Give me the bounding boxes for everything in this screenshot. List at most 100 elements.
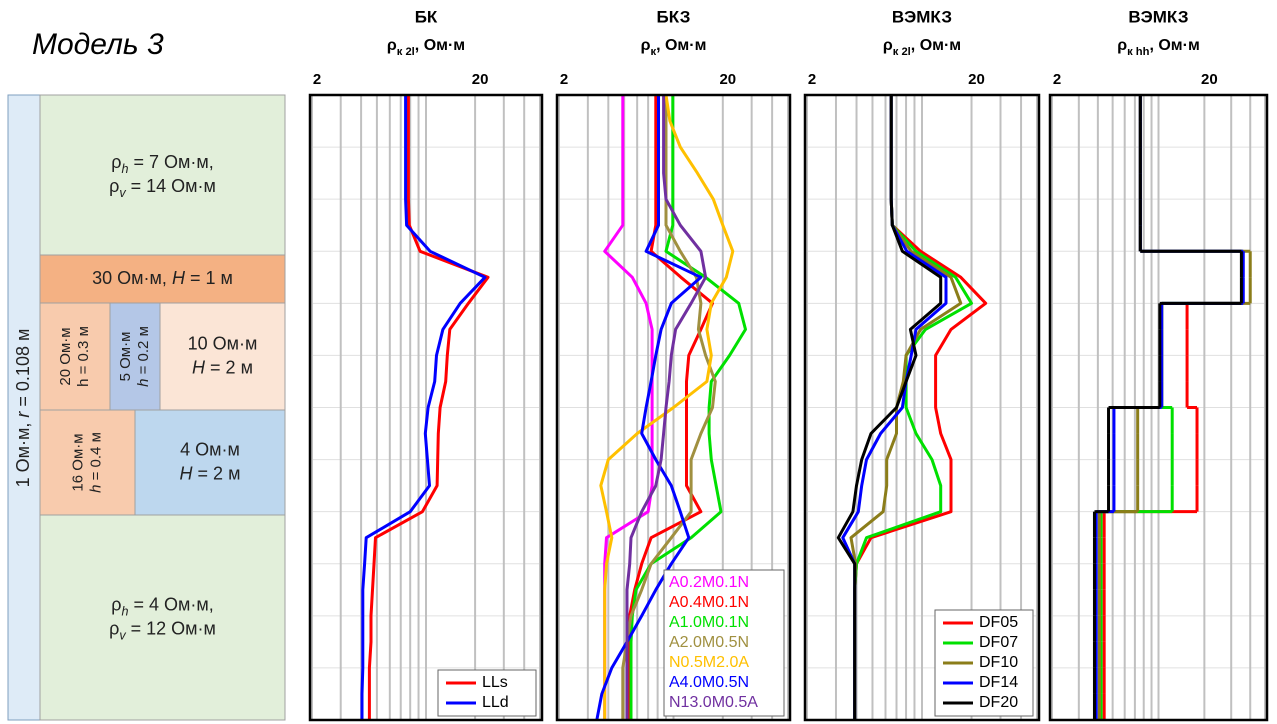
text-segment: h = 0.3 м: [75, 326, 92, 387]
legend-label: DF07: [979, 634, 1018, 651]
x-tick-label: 20: [1201, 71, 1218, 88]
text-segment: 1 Ом·м,: [13, 418, 33, 488]
track-frame: [308, 93, 544, 722]
text-segment: = 2 м: [193, 463, 241, 483]
x-tick-label: 2: [313, 71, 321, 88]
text-segment: ρ: [883, 37, 893, 54]
model-label: h = 0.4 м: [87, 432, 104, 493]
track-title: ВЭМКЗ: [892, 7, 952, 26]
track-frame: [803, 93, 1041, 722]
model-label: ρh = 7 Ом·м,: [111, 152, 214, 177]
text-segment: к 2l: [397, 46, 415, 58]
legend-box: [437, 669, 537, 717]
legend-label: A2.0M0.5N: [669, 634, 749, 651]
text-segment: r: [13, 411, 33, 418]
legend-label: A0.2M0.1N: [669, 574, 749, 591]
text-segment: h: [87, 485, 104, 493]
model-label: ρv = 14 Ом·м: [109, 176, 216, 201]
text-segment: = 0.4 м: [87, 432, 104, 484]
text-segment: 4 Ом·м: [180, 439, 240, 459]
x-tick-label: 2: [1053, 71, 1061, 88]
text-segment: , Ом·м: [415, 37, 465, 54]
legend-label: LLd: [482, 694, 509, 711]
model-label: ρv = 12 Ом·м: [109, 618, 216, 643]
text-segment: к 2l: [893, 46, 911, 58]
legend-label: LLs: [482, 674, 508, 691]
text-segment: ρ: [111, 152, 121, 172]
x-tick-label: 20: [719, 71, 736, 88]
model-layer: [39, 514, 286, 721]
text-segment: = 4 Ом·м,: [128, 594, 213, 614]
track-frame: [1048, 93, 1269, 722]
curve: [595, 95, 703, 721]
model-label: h = 0.3 м: [75, 326, 92, 387]
legend-label: N13.0M0.5A: [669, 694, 758, 711]
text-segment: = 0.108 м: [13, 329, 33, 412]
track-title: БКЗ: [657, 7, 691, 26]
text-segment: , Ом·м: [656, 37, 706, 54]
model-label: 5 Ом·м: [117, 332, 134, 382]
text-segment: ρ: [387, 37, 397, 54]
track-frame: [555, 93, 792, 722]
track-title: БК: [415, 7, 438, 26]
x-tick-label: 2: [560, 71, 568, 88]
text-segment: ρ: [1117, 37, 1127, 54]
text-segment: 5 Ом·м: [117, 332, 134, 382]
legend-label: A4.0M0.5N: [669, 674, 749, 691]
text-segment: = 0.2 м: [135, 326, 152, 378]
legend-label: A0.4M0.1N: [669, 594, 749, 611]
text-segment: = 12 Ом·м: [126, 618, 216, 638]
model-label: 4 Ом·м: [180, 439, 240, 459]
text-segment: v: [119, 186, 126, 200]
text-segment: v: [119, 629, 126, 643]
legend-label: DF20: [979, 694, 1018, 711]
text-segment: к: [650, 46, 656, 58]
x-tick-label: 2: [808, 71, 816, 88]
text-segment: = 7 Ом·м,: [128, 152, 213, 172]
text-segment: ρ: [109, 176, 119, 196]
x-tick-label: 20: [472, 71, 489, 88]
text-segment: 10 Ом·м: [188, 333, 258, 353]
model-label: 10 Ом·м: [188, 333, 258, 353]
text-segment: h: [121, 162, 128, 176]
x-tick-label: 20: [968, 71, 985, 88]
text-segment: к hh: [1127, 46, 1150, 58]
track-axis-label: ρк 2l, Ом·м: [883, 37, 961, 58]
text-segment: ρ: [111, 594, 121, 614]
legend-label: DF14: [979, 674, 1018, 691]
text-segment: , Ом·м: [911, 37, 961, 54]
legend-box: [663, 569, 785, 717]
model-layer: [134, 409, 286, 516]
track-title: ВЭМКЗ: [1128, 7, 1188, 26]
text-segment: 30 Ом·м,: [92, 268, 172, 288]
track-axis-label: ρк 2l, Ом·м: [387, 37, 465, 58]
model-label: h = 0.2 м: [135, 326, 152, 387]
text-segment: = 2 м: [205, 357, 253, 377]
model-label: ρh = 4 Ом·м,: [111, 594, 214, 619]
text-segment: ρ: [109, 618, 119, 638]
text-segment: H: [172, 268, 186, 288]
text-segment: h: [135, 379, 152, 387]
text-segment: h: [121, 605, 128, 619]
text-segment: H: [192, 357, 206, 377]
curve: [599, 94, 735, 720]
curve: [836, 95, 943, 720]
text-segment: ρ: [641, 37, 651, 54]
model-label: 20 Ом·м: [57, 327, 74, 385]
text-segment: 20 Ом·м: [57, 327, 74, 385]
model-label: H = 2 м: [192, 357, 253, 377]
track-axis-label: ρк, Ом·м: [641, 37, 707, 58]
model-label: 30 Ом·м, H = 1 м: [92, 268, 233, 288]
legend-label: A1.0M0.1N: [669, 614, 749, 631]
text-segment: = 1 м: [185, 268, 233, 288]
text-segment: 16 Ом·м: [69, 433, 86, 491]
text-segment: = 14 Ом·м: [126, 176, 216, 196]
model-label: H = 2 м: [180, 463, 241, 483]
model-side-label: 1 Ом·м, r = 0.108 м: [13, 329, 33, 488]
figure-title: Модель 3: [32, 28, 164, 61]
curve: [367, 95, 490, 720]
model-layer: [39, 94, 286, 256]
model-layer: [39, 409, 136, 516]
track-axis-label: ρк hh, Ом·м: [1117, 37, 1200, 58]
